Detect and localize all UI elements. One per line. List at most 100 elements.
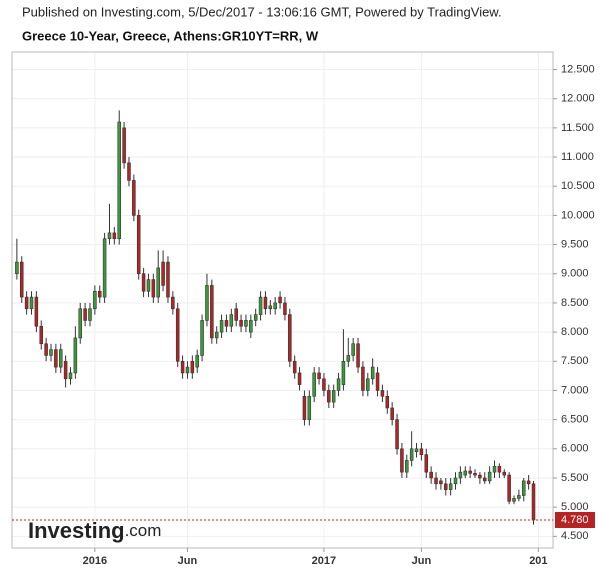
candle-body xyxy=(366,378,370,391)
candle-body xyxy=(487,471,492,482)
candle-body xyxy=(200,320,204,356)
candle-body xyxy=(122,127,126,164)
candle-body xyxy=(102,238,107,298)
candle-body xyxy=(439,480,443,485)
candle-body xyxy=(448,483,453,490)
candle-body xyxy=(409,448,414,461)
candle-body xyxy=(141,273,146,292)
x-tick-label: Jun xyxy=(412,555,432,567)
candle-body xyxy=(473,473,477,476)
candle-body xyxy=(29,296,34,310)
candle-body xyxy=(468,470,472,474)
candle-body xyxy=(15,261,19,275)
y-tick-label: 10.000 xyxy=(561,209,595,221)
candle-body xyxy=(492,466,497,473)
candle-body xyxy=(83,308,87,321)
candle-body xyxy=(78,308,82,339)
candle-body xyxy=(112,232,117,240)
candle-body xyxy=(44,343,48,356)
candle-body xyxy=(463,470,468,476)
y-tick-label: 7.000 xyxy=(561,384,589,396)
candle-body xyxy=(175,308,180,362)
candle-body xyxy=(361,366,365,391)
candle-body xyxy=(395,419,399,450)
candle-body xyxy=(322,378,326,391)
candle-body xyxy=(288,314,292,362)
y-tick-label: 5.000 xyxy=(561,501,589,513)
candle-body xyxy=(307,395,312,420)
candle-body xyxy=(278,296,282,304)
chart-title: Greece 10-Year, Greece, Athens:GR10YT=RR… xyxy=(22,28,319,43)
candle-body xyxy=(517,495,521,499)
candle-body xyxy=(146,279,151,292)
candle-body xyxy=(356,343,360,368)
y-tick-label: 6.000 xyxy=(561,443,589,455)
candle-body xyxy=(229,314,234,327)
candle-body xyxy=(380,390,385,397)
candle-body xyxy=(405,460,409,473)
candle-body xyxy=(273,302,277,310)
candle-body xyxy=(214,331,219,339)
candle-body xyxy=(63,360,68,380)
y-tick-label: 9.000 xyxy=(561,268,589,280)
candle-body xyxy=(458,471,463,479)
candle-body xyxy=(224,320,229,327)
y-tick-label: 12.500 xyxy=(561,63,595,75)
candle-body xyxy=(249,320,253,333)
candle-body xyxy=(190,360,195,374)
candle-body xyxy=(400,448,404,473)
y-tick-label: 9.500 xyxy=(561,238,589,250)
plot-frame xyxy=(11,51,554,549)
watermark-brand: Investing xyxy=(28,518,125,543)
last-price-label: 4.780 xyxy=(561,514,589,526)
candle-body xyxy=(419,448,424,455)
candle-body xyxy=(429,471,433,479)
candle-body xyxy=(526,480,531,485)
candle-body xyxy=(219,320,224,333)
candle-body xyxy=(151,279,156,298)
candle-body xyxy=(385,395,390,409)
candle-body xyxy=(171,296,175,310)
watermark: Investing.com xyxy=(28,518,161,543)
candle-body xyxy=(390,407,394,420)
candle-body xyxy=(375,372,380,391)
candle-body xyxy=(88,308,92,321)
candle-body xyxy=(512,498,516,502)
candle-body xyxy=(483,477,487,482)
candle-body xyxy=(351,343,355,356)
candle-body xyxy=(210,285,214,339)
candle-body xyxy=(292,360,297,374)
candle-body xyxy=(132,180,136,216)
y-tick-label: 11.000 xyxy=(561,151,594,163)
candle-body xyxy=(73,337,78,374)
candle-body xyxy=(185,366,190,374)
candle-body xyxy=(444,483,448,490)
candle-body xyxy=(107,232,112,240)
candle-body xyxy=(19,261,24,298)
candle-body xyxy=(312,372,316,397)
candle-body xyxy=(424,454,429,473)
candle-body xyxy=(39,325,44,345)
candle-body xyxy=(239,320,243,327)
candle-body xyxy=(54,349,58,368)
candle-body xyxy=(502,471,507,476)
candle-body xyxy=(478,474,482,479)
last-price-box xyxy=(555,511,595,528)
candle-body xyxy=(331,390,336,403)
y-tick-label: 6.500 xyxy=(561,414,589,426)
candle-body xyxy=(253,314,258,321)
candle-body xyxy=(531,483,536,521)
candle-body xyxy=(302,395,307,420)
candle-body xyxy=(268,305,273,310)
candle-body xyxy=(93,290,97,310)
candle-body xyxy=(263,296,268,310)
y-tick-label: 8.500 xyxy=(561,297,589,309)
candle-body xyxy=(297,372,302,385)
candle-body xyxy=(68,372,73,380)
candle-body xyxy=(234,308,238,321)
candle-body xyxy=(127,162,131,181)
candle-body xyxy=(497,466,502,473)
y-tick-label: 4.500 xyxy=(561,530,589,542)
candle-body xyxy=(327,390,331,403)
